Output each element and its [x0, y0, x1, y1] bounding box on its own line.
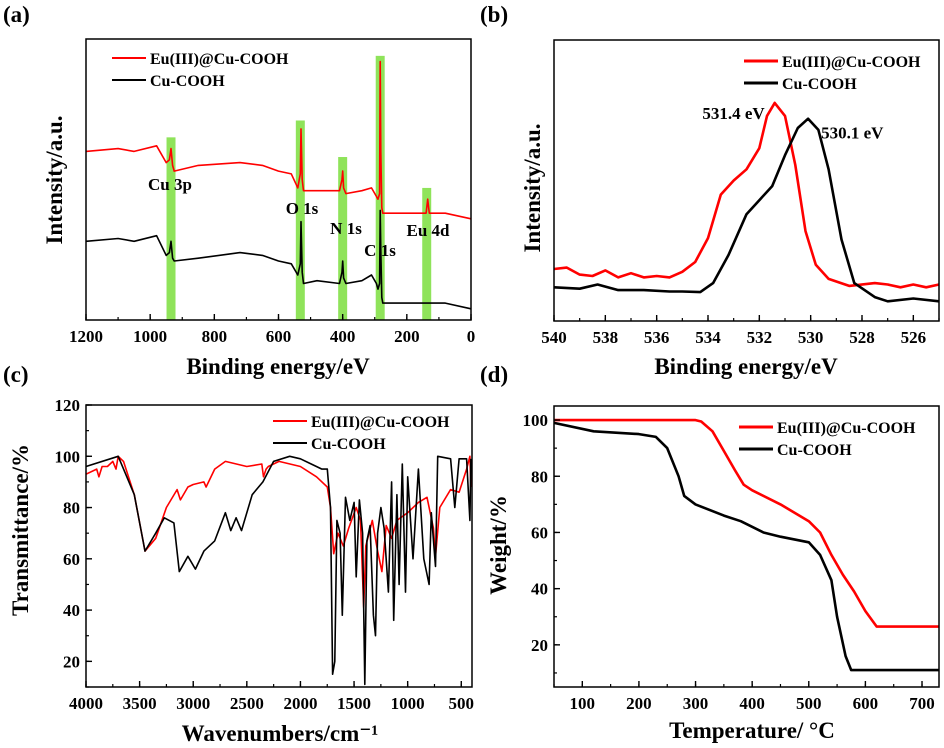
- x-axis-title: Binding energy/eV: [654, 354, 838, 379]
- series-line-cu-cooh: [553, 421, 939, 672]
- x-tick-label: 4000: [69, 694, 103, 713]
- y-tick-label: 20: [63, 652, 80, 671]
- peak-band: [166, 137, 176, 320]
- x-tick-label: 300: [683, 694, 709, 713]
- series-line-eu-cu-cooh: [553, 101, 940, 289]
- panel-label: (c): [3, 362, 29, 387]
- peak-label: N 1s: [330, 219, 362, 238]
- plot-frame: [553, 405, 940, 688]
- x-tick-label: 3000: [176, 694, 210, 713]
- x-tick-label: 534: [695, 328, 721, 347]
- peak-band: [338, 157, 348, 320]
- peak-band: [295, 120, 305, 321]
- x-tick-label: 500: [796, 694, 822, 713]
- legend-label: Eu(III)@Cu-COOH: [150, 51, 289, 68]
- x-tick-label: 1000: [391, 694, 425, 713]
- x-tick-label: 500: [449, 694, 475, 713]
- legend-label: Eu(III)@Cu-COOH: [782, 54, 921, 71]
- series-line-cu-cooh: [553, 117, 940, 303]
- x-tick-label: 528: [849, 328, 875, 347]
- x-tick-label: 540: [541, 328, 567, 347]
- legend-label: Cu-COOH: [311, 436, 386, 453]
- y-tick-label: 120: [55, 396, 81, 415]
- x-tick-label: 100: [570, 694, 596, 713]
- x-tick-label: 800: [202, 327, 228, 346]
- y-tick-label: 60: [63, 550, 80, 569]
- y-axis-title: Transmittance/%: [8, 444, 33, 616]
- x-tick-label: 200: [394, 327, 420, 346]
- panel-d: (d) 100 200 300 400 500 600 700 20 40 60 80 100 Tempe…: [480, 362, 940, 743]
- x-axis-title: Temperature/ °C: [669, 718, 835, 743]
- legend: Eu(III)@Cu-COOH Cu-COOH: [739, 420, 916, 459]
- series-line-eu-cu-cooh: [554, 418, 939, 628]
- x-axis-title: Wavenumbers/cm⁻¹: [182, 721, 379, 746]
- series-line-cu-cooh: [85, 209, 472, 310]
- panel-label: (a): [3, 2, 30, 27]
- plot-frame: [85, 404, 473, 688]
- legend: Eu(III)@Cu-COOH Cu-COOH: [744, 54, 921, 93]
- series-line-eu-cu-cooh: [85, 60, 472, 220]
- legend-label: Eu(III)@Cu-COOH: [311, 414, 450, 431]
- legend-label: Cu-COOH: [777, 442, 852, 459]
- x-tick-label: 400: [330, 327, 356, 346]
- y-tick-label: 100: [55, 447, 81, 466]
- x-tick-label: 700: [909, 694, 935, 713]
- y-tick-label: 40: [63, 601, 80, 620]
- panel-c: (c) 4000 3500 3000 2500 2000 1500 1000 500 20 40 60…: [3, 362, 474, 746]
- y-axis-title: Weight/%: [486, 495, 511, 595]
- legend: Eu(III)@Cu-COOH Cu-COOH: [112, 51, 289, 90]
- x-tick-label: 600: [266, 327, 292, 346]
- series-line-cu-cooh: [85, 455, 472, 686]
- x-tick-label: 530: [798, 328, 824, 347]
- x-tick-label: 400: [739, 694, 765, 713]
- x-tick-label: 2000: [283, 694, 317, 713]
- x-tick-label: 536: [644, 328, 670, 347]
- x-tick-label: 3500: [123, 694, 157, 713]
- y-tick-label: 40: [531, 580, 548, 599]
- legend-label: Cu-COOH: [150, 73, 225, 90]
- peak-annotation: 530.1 eV: [821, 124, 884, 143]
- panel-b: (b) 531.4 eV 530.1 eV 540 538 536 534 532 530 528…: [480, 2, 940, 379]
- x-tick-label: 526: [901, 328, 927, 347]
- x-tick-label: 1000: [133, 327, 167, 346]
- x-tick-label: 1500: [337, 694, 371, 713]
- y-tick-label: 80: [531, 467, 548, 486]
- x-tick-label: 532: [747, 328, 773, 347]
- legend-label: Cu-COOH: [782, 76, 857, 93]
- legend-label: Eu(III)@Cu-COOH: [777, 420, 916, 437]
- peak-label: Cu 3p: [148, 175, 192, 194]
- y-axis-title: Intensity/a.u.: [520, 123, 545, 252]
- peak-label: Eu 4d: [407, 221, 451, 240]
- x-tick-label: 1200: [69, 327, 103, 346]
- peak-annotation: 531.4 eV: [702, 104, 765, 123]
- series-line-eu-cu-cooh: [85, 455, 472, 609]
- x-tick-label: 2500: [230, 694, 264, 713]
- x-tick-label: 538: [593, 328, 619, 347]
- peak-band: [422, 187, 432, 320]
- plot-frame: [553, 39, 940, 322]
- x-tick-label: 600: [853, 694, 879, 713]
- y-tick-label: 100: [523, 411, 549, 430]
- panel-a: (a) Cu 3p O 1s N 1sC 1s Eu 4d 1200 1000 800 600 4…: [3, 2, 475, 379]
- y-axis-title: Intensity/a.u.: [42, 115, 67, 244]
- panel-label: (d): [480, 362, 508, 387]
- legend: Eu(III)@Cu-COOH Cu-COOH: [273, 414, 450, 453]
- x-tick-label: 200: [626, 694, 652, 713]
- peak-label: C 1s: [364, 241, 396, 260]
- x-tick-label: 0: [467, 327, 476, 346]
- y-tick-label: 80: [63, 499, 80, 518]
- y-tick-label: 60: [531, 523, 548, 542]
- panel-label: (b): [480, 2, 508, 27]
- x-axis-title: Binding energy/eV: [186, 354, 370, 379]
- peak-label: O 1s: [286, 199, 319, 218]
- y-tick-label: 20: [531, 636, 548, 655]
- plot-frame: [85, 38, 472, 321]
